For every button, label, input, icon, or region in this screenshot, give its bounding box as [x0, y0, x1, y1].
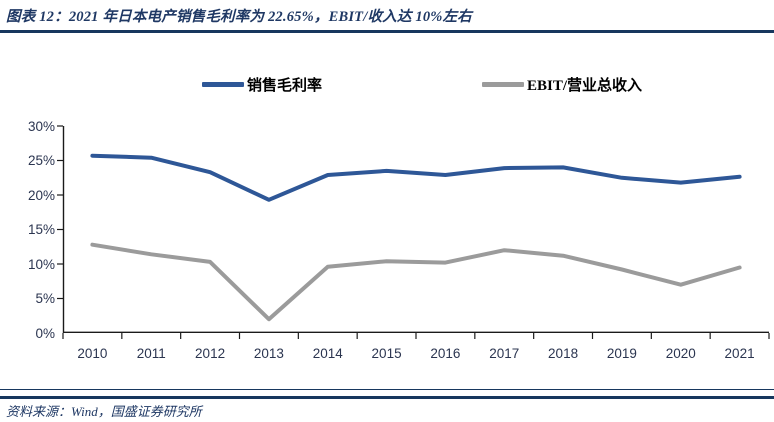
y-axis-tick-label: 5%	[35, 291, 55, 306]
y-axis-tick-label: 10%	[27, 256, 55, 272]
footer-thin-divider	[0, 389, 774, 390]
legend-label: EBIT/营业总收入	[526, 78, 643, 94]
y-axis-tick-label: 30%	[27, 118, 55, 134]
series-line-1	[90, 242, 742, 322]
y-axis-tick-label: 0%	[35, 325, 55, 341]
legend-line-swatch	[201, 82, 244, 87]
line-chart: 0% 5% 10% 15% 20% 25% 30% 2010 2011 2012 2013 2014 2…	[0, 110, 774, 380]
title-divider-rule	[0, 30, 774, 33]
x-axis-tick-label: 2021	[724, 346, 755, 361]
x-axis-tick-label: 2019	[606, 346, 637, 361]
legend-line-swatch	[481, 82, 524, 87]
y-axis-tick-label: 25%	[27, 153, 55, 168]
x-axis-tick-label: 2016	[430, 346, 461, 361]
x-axis-tick-label: 2020	[665, 346, 696, 361]
legend-label: 销售毛利率	[246, 78, 322, 94]
footer-thick-divider	[0, 396, 774, 399]
x-axis-tick-label: 2012	[195, 346, 226, 361]
x-axis-tick-label: 2017	[489, 346, 520, 361]
series-line-0	[90, 153, 742, 202]
y-axis-tick-label: 20%	[27, 187, 55, 203]
data-source-note: 资料来源：Wind，国盛证券研究所	[6, 404, 202, 419]
legend-item-0: 销售毛利率	[201, 74, 322, 95]
x-axis-tick-label: 2011	[136, 346, 166, 361]
x-axis-tick-label: 2014	[312, 346, 343, 361]
chart-legend: 销售毛利率 EBIT/营业总收入	[0, 74, 774, 95]
legend-item-1: EBIT/营业总收入	[481, 74, 643, 95]
x-axis-tick-label: 2013	[253, 346, 284, 361]
figure-title: 图表 12：2021 年日本电产销售毛利率为 22.65%，EBIT/收入达 1…	[6, 9, 472, 25]
y-axis-tick-label: 15%	[27, 222, 55, 237]
x-axis-tick-label: 2010	[77, 346, 108, 361]
x-axis-tick-label: 2018	[548, 346, 579, 361]
plot-canvas	[57, 125, 770, 339]
x-axis-tick-label: 2015	[371, 346, 402, 361]
